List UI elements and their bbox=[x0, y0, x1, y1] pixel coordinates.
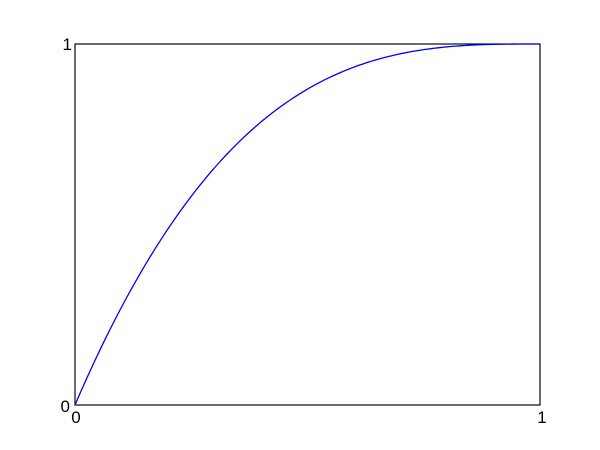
svg-text:0: 0 bbox=[71, 408, 80, 427]
svg-text:0: 0 bbox=[61, 397, 70, 416]
svg-text:1: 1 bbox=[63, 35, 72, 54]
svg-text:1: 1 bbox=[537, 408, 546, 427]
